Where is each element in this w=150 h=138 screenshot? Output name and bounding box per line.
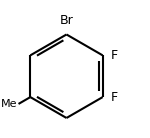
Text: F: F <box>110 91 117 104</box>
Text: Br: Br <box>60 14 73 27</box>
Text: F: F <box>110 49 117 62</box>
Text: Me: Me <box>1 99 17 109</box>
